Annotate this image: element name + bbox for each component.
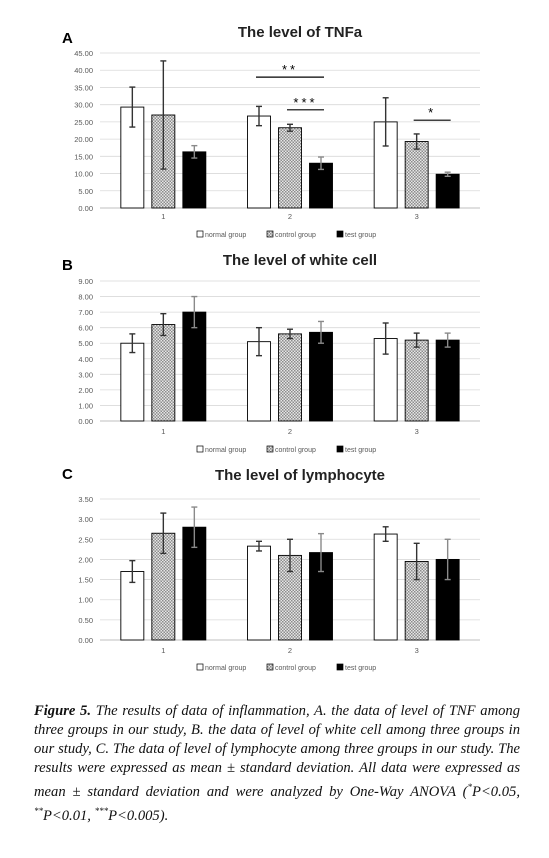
caption-sig3: P<0.005). [108,807,169,824]
y-tick-label: 15.00 [74,152,93,161]
bar-test-1 [182,151,207,209]
x-tick-label: 1 [161,646,165,655]
y-tick-label: 5.00 [78,339,93,348]
legend-swatch-control [266,230,274,238]
bar-test-3 [435,339,460,422]
y-tick-label: 3.50 [78,495,93,504]
y-tick-label: 25.00 [74,118,93,127]
panel-label: A [62,30,73,47]
y-tick-label: 8.00 [78,293,93,302]
y-tick-label: 9.00 [78,277,93,286]
legend-swatch-control [266,445,274,453]
y-tick-label: 0.00 [78,417,93,426]
y-tick-label: 35.00 [74,83,93,92]
caption-sig3-mark: *** [94,805,109,816]
y-tick-label: 6.00 [78,324,93,333]
significance-stars: * [428,105,436,120]
bar-control-2 [278,127,302,209]
legend-label-test: test group [345,232,376,239]
y-tick-label: 3.00 [78,370,93,379]
caption-sig1-mark: * [467,782,473,792]
y-tick-label: 0.50 [78,616,93,625]
y-tick-label: 0.00 [78,636,93,645]
x-tick-label: 3 [415,427,419,436]
y-tick-label: 10.00 [74,170,93,179]
y-tick-label: 30.00 [74,101,93,110]
legend-swatch-normal [196,230,204,238]
chart-panel-b: B The level of white cell 0.00 1.00 2.00 3.00… [0,252,549,461]
x-tick-label: 3 [415,646,419,655]
panel-label: B [62,257,73,274]
y-tick-label: 4.00 [78,355,93,364]
y-tick-label: 7.00 [78,308,93,317]
legend-label-normal: normal group [205,447,246,454]
legend-swatch-normal [196,445,204,453]
y-tick-label: 5.00 [78,187,93,196]
legend-label-control: control group [275,665,316,672]
bar-normal-2 [247,545,271,641]
y-tick-label: 2.00 [78,386,93,395]
caption-sig2-mark: ** [34,805,43,816]
lymphocyte-chart: C The level of lymphocyte 0.00 0.50 1.00 1.50… [62,466,480,672]
chart-panel-c: C The level of lymphocyte 0.00 0.50 1.00 1.50… [0,462,549,684]
x-tick-label: 1 [161,427,165,436]
figure-caption: Figure 5. The results of data of inflamm… [34,702,520,826]
x-tick-label: 2 [288,212,292,221]
bar-normal-3 [373,533,398,641]
chart-panel-a: A The level of TNFa 0.00 5.00 10.00 15.00 20.0… [0,20,549,250]
bar-normal-2 [247,115,271,209]
y-tick-label: 0.00 [78,204,93,213]
y-tick-label: 1.50 [78,576,93,585]
bar-control-2 [278,333,302,422]
significance-stars: *** [293,95,317,110]
y-tick-label: 45.00 [74,49,93,58]
y-tick-label: 2.00 [78,555,93,564]
x-tick-label: 3 [415,212,419,221]
caption-figure-label: Figure 5. [34,703,92,719]
y-tick-label: 40.00 [74,66,93,75]
x-tick-label: 1 [161,212,165,221]
legend-swatch-normal [196,663,204,671]
bar-test-1 [182,311,207,422]
bar-test-2 [309,331,333,422]
bar-normal-1 [120,342,145,422]
tnf-chart: A The level of TNFa 0.00 5.00 10.00 15.00 20.0… [62,24,480,239]
legend-swatch-test [336,445,344,453]
bar-control-3 [404,339,429,422]
bar-test-3 [435,173,460,209]
panel-label: C [62,466,73,483]
x-tick-label: 2 [288,427,292,436]
chart-title: The level of TNFa [238,24,363,41]
legend-label-control: control group [275,447,316,454]
bar-control-3 [404,141,429,209]
caption-text: The results of data of inflammation, A. … [34,703,521,800]
chart-title: The level of lymphocyte [215,467,385,484]
chart-title: The level of white cell [223,253,377,269]
bar-control-1 [151,324,176,422]
legend-label-test: test group [345,447,376,454]
significance-stars: ** [282,62,298,77]
y-tick-label: 3.00 [78,515,93,524]
legend-label-test: test group [345,665,376,672]
caption-sig2: P<0.01, [43,807,95,824]
legend-swatch-test [336,230,344,238]
y-tick-label: 1.00 [78,596,93,605]
caption-sig1: P<0.05, [472,783,520,800]
white-cell-chart: B The level of white cell 0.00 1.00 2.00 3.00… [62,252,480,454]
y-tick-label: 1.00 [78,401,93,410]
legend-label-normal: normal group [205,665,246,672]
x-tick-label: 2 [288,646,292,655]
y-tick-label: 20.00 [74,135,93,144]
legend-label-control: control group [275,232,316,239]
legend-label-normal: normal group [205,232,246,239]
legend-swatch-control [266,663,274,671]
legend-swatch-test [336,663,344,671]
y-tick-label: 2.50 [78,535,93,544]
